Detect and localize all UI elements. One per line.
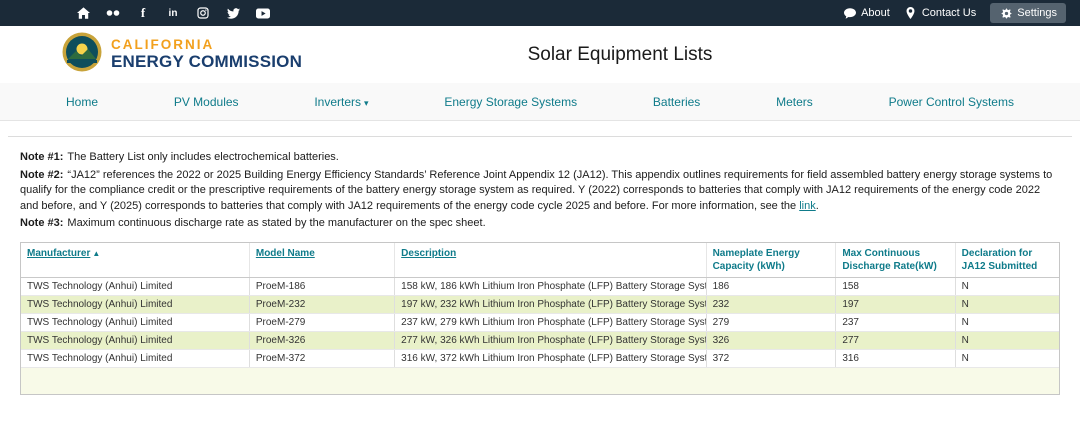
table-row: TWS Technology (Anhui) Limited ProeM-232… bbox=[21, 296, 1059, 314]
note-3: Note #3: Maximum continuous discharge rat… bbox=[20, 216, 1060, 232]
chevron-down-icon: ▾ bbox=[364, 98, 369, 108]
column-header-max-continuous-discharge-rate: Max Continuous Discharge Rate(kW) bbox=[836, 243, 955, 278]
nav-item-energy-storage-systems[interactable]: Energy Storage Systems bbox=[444, 95, 577, 109]
cell-ja12-declaration: N bbox=[955, 278, 1059, 296]
cell-ja12-declaration: N bbox=[955, 296, 1059, 314]
contact-us-link[interactable]: Contact Us bbox=[904, 6, 976, 20]
settings-label: Settings bbox=[1017, 7, 1057, 19]
nav-item-inverters[interactable]: Inverters▾ bbox=[314, 95, 368, 109]
cell-max-discharge-rate: 237 bbox=[836, 314, 955, 332]
nav-item-batteries[interactable]: Batteries bbox=[653, 95, 700, 109]
cell-model-name: ProeM-326 bbox=[249, 332, 394, 350]
instagram-icon[interactable] bbox=[196, 6, 210, 20]
table-row: TWS Technology (Anhui) Limited ProeM-372… bbox=[21, 350, 1059, 368]
logo-line1: CALIFORNIA bbox=[111, 37, 302, 52]
youtube-icon[interactable] bbox=[256, 6, 270, 20]
main-nav: Home PV Modules Inverters▾ Energy Storag… bbox=[0, 83, 1080, 121]
logo-line2: ENERGY COMMISSION bbox=[111, 52, 302, 72]
facebook-icon[interactable]: f bbox=[136, 6, 150, 20]
battery-table-container: Manufacturer▲ Model Name Description Nam… bbox=[20, 242, 1060, 395]
table-row: TWS Technology (Anhui) Limited ProeM-326… bbox=[21, 332, 1059, 350]
table-row: TWS Technology (Anhui) Limited ProeM-279… bbox=[21, 314, 1059, 332]
column-header-model-name[interactable]: Model Name bbox=[249, 243, 394, 278]
sort-ascending-icon: ▲ bbox=[92, 249, 100, 258]
cell-manufacturer: TWS Technology (Anhui) Limited bbox=[21, 350, 249, 368]
location-pin-icon bbox=[904, 6, 918, 20]
linkedin-icon[interactable]: in bbox=[166, 6, 180, 20]
cell-model-name: ProeM-232 bbox=[249, 296, 394, 314]
cell-max-discharge-rate: 197 bbox=[836, 296, 955, 314]
cell-manufacturer: TWS Technology (Anhui) Limited bbox=[21, 278, 249, 296]
cell-description: 197 kW, 232 kWh Lithium Iron Phosphate (… bbox=[395, 296, 706, 314]
notes-section: Note #1: The Battery List only includes e… bbox=[20, 150, 1060, 232]
cell-model-name: ProeM-186 bbox=[249, 278, 394, 296]
column-header-declaration-ja12: Declaration for JA12 Submitted bbox=[955, 243, 1059, 278]
cell-model-name: ProeM-372 bbox=[249, 350, 394, 368]
speech-bubble-icon bbox=[843, 6, 857, 20]
home-icon[interactable] bbox=[76, 6, 90, 20]
site-header: CALIFORNIA ENERGY COMMISSION Solar Equip… bbox=[0, 26, 1080, 83]
note-2: Note #2:“JA12” references the 2022 or 20… bbox=[20, 168, 1060, 215]
cell-manufacturer: TWS Technology (Anhui) Limited bbox=[21, 332, 249, 350]
cec-seal-icon bbox=[62, 32, 102, 77]
note-1: Note #1: The Battery List only includes e… bbox=[20, 150, 1060, 166]
cell-description: 277 kW, 326 kWh Lithium Iron Phosphate (… bbox=[395, 332, 706, 350]
note-3-text: Maximum continuous discharge rate as sta… bbox=[67, 217, 485, 229]
cell-description: 237 kW, 279 kWh Lithium Iron Phosphate (… bbox=[395, 314, 706, 332]
cell-ja12-declaration: N bbox=[955, 350, 1059, 368]
topbar-right: About Contact Us Settings bbox=[843, 3, 1066, 23]
column-header-description[interactable]: Description bbox=[395, 243, 706, 278]
cec-logo[interactable]: CALIFORNIA ENERGY COMMISSION bbox=[62, 32, 302, 77]
cell-nameplate-capacity: 186 bbox=[706, 278, 836, 296]
social-icons: f in bbox=[76, 6, 270, 20]
note-2-label: Note #2: bbox=[20, 169, 63, 181]
cell-model-name: ProeM-279 bbox=[249, 314, 394, 332]
note-2-text: “JA12” references the 2022 or 2025 Build… bbox=[20, 169, 1052, 212]
note-1-text: The Battery List only includes electroch… bbox=[67, 151, 338, 163]
nav-item-home[interactable]: Home bbox=[66, 95, 98, 109]
table-header-row: Manufacturer▲ Model Name Description Nam… bbox=[21, 243, 1059, 278]
cell-manufacturer: TWS Technology (Anhui) Limited bbox=[21, 314, 249, 332]
logo-text: CALIFORNIA ENERGY COMMISSION bbox=[111, 37, 302, 72]
about-link[interactable]: About bbox=[843, 6, 890, 20]
note-1-label: Note #1: bbox=[20, 151, 63, 163]
note-2-link[interactable]: link bbox=[799, 200, 816, 212]
column-header-manufacturer[interactable]: Manufacturer▲ bbox=[21, 243, 249, 278]
cell-manufacturer: TWS Technology (Anhui) Limited bbox=[21, 296, 249, 314]
nav-item-meters[interactable]: Meters bbox=[776, 95, 813, 109]
about-label: About bbox=[861, 7, 890, 19]
battery-table: Manufacturer▲ Model Name Description Nam… bbox=[21, 243, 1059, 368]
cell-ja12-declaration: N bbox=[955, 314, 1059, 332]
note-2-after: . bbox=[816, 200, 819, 212]
cell-nameplate-capacity: 279 bbox=[706, 314, 836, 332]
cell-ja12-declaration: N bbox=[955, 332, 1059, 350]
cell-max-discharge-rate: 158 bbox=[836, 278, 955, 296]
contact-us-label: Contact Us bbox=[922, 7, 976, 19]
topbar: f in About Contact Us Setti bbox=[0, 0, 1080, 26]
settings-button[interactable]: Settings bbox=[990, 3, 1066, 23]
cell-max-discharge-rate: 277 bbox=[836, 332, 955, 350]
cell-description: 316 kW, 372 kWh Lithium Iron Phosphate (… bbox=[395, 350, 706, 368]
nav-item-power-control-systems[interactable]: Power Control Systems bbox=[889, 95, 1014, 109]
gear-icon bbox=[999, 6, 1013, 20]
cell-nameplate-capacity: 372 bbox=[706, 350, 836, 368]
cell-description: 158 kW, 186 kWh Lithium Iron Phosphate (… bbox=[395, 278, 706, 296]
table-row: TWS Technology (Anhui) Limited ProeM-186… bbox=[21, 278, 1059, 296]
cell-nameplate-capacity: 326 bbox=[706, 332, 836, 350]
flickr-icon[interactable] bbox=[106, 6, 120, 20]
twitter-icon[interactable] bbox=[226, 6, 240, 20]
collapsed-panel-edge bbox=[8, 136, 1072, 137]
nav-item-pv-modules[interactable]: PV Modules bbox=[174, 95, 239, 109]
note-3-label: Note #3: bbox=[20, 217, 63, 229]
column-header-nameplate-energy-capacity: Nameplate Energy Capacity (kWh) bbox=[706, 243, 836, 278]
cell-nameplate-capacity: 232 bbox=[706, 296, 836, 314]
cell-max-discharge-rate: 316 bbox=[836, 350, 955, 368]
